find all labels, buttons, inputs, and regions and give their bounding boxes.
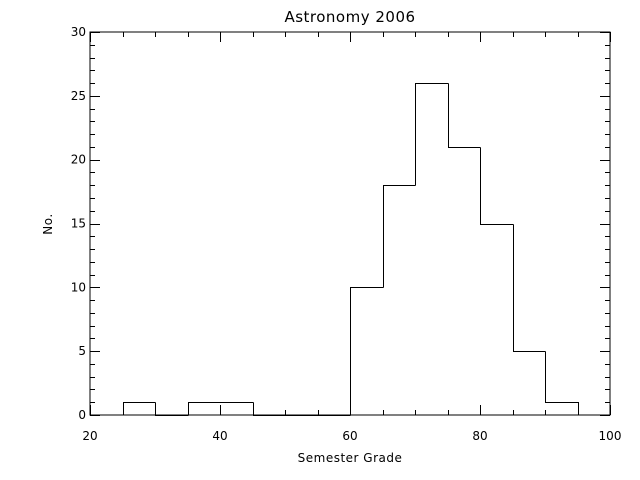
axis-tick-labels: 20 40 60 80 100 0 5 10 15 20 25 30	[71, 25, 622, 443]
x-tick-label: 100	[599, 429, 622, 443]
y-tick-label: 20	[71, 153, 86, 167]
histogram-bin	[155, 402, 189, 416]
y-tick-label: 0	[78, 408, 86, 422]
histogram-series	[123, 83, 579, 416]
histogram-bin	[513, 224, 546, 352]
y-tick-label: 10	[71, 280, 86, 294]
histogram-bin	[545, 351, 579, 416]
histogram-bin	[480, 147, 514, 225]
histogram-bin	[253, 402, 286, 416]
chart-title: Astronomy 2006	[284, 8, 415, 26]
plot-frame	[89, 31, 611, 416]
histogram-bin	[415, 83, 449, 186]
histogram-bin	[350, 287, 384, 416]
x-tick-label: 60	[342, 429, 357, 443]
x-tick-label: 20	[82, 429, 97, 443]
y-tick-label: 25	[71, 89, 86, 103]
x-tick-label: 80	[472, 429, 487, 443]
x-axis-label: Semester Grade	[298, 451, 403, 465]
histogram-bin	[383, 185, 416, 288]
y-tick-label: 15	[71, 217, 86, 231]
y-axis-label: No.	[41, 213, 55, 234]
histogram-bin	[123, 402, 156, 416]
y-tick-label: 5	[78, 344, 86, 358]
y-tick-label: 30	[71, 25, 86, 39]
histogram-bin	[448, 83, 481, 148]
histogram-bin	[188, 402, 221, 416]
x-tick-label: 40	[212, 429, 227, 443]
